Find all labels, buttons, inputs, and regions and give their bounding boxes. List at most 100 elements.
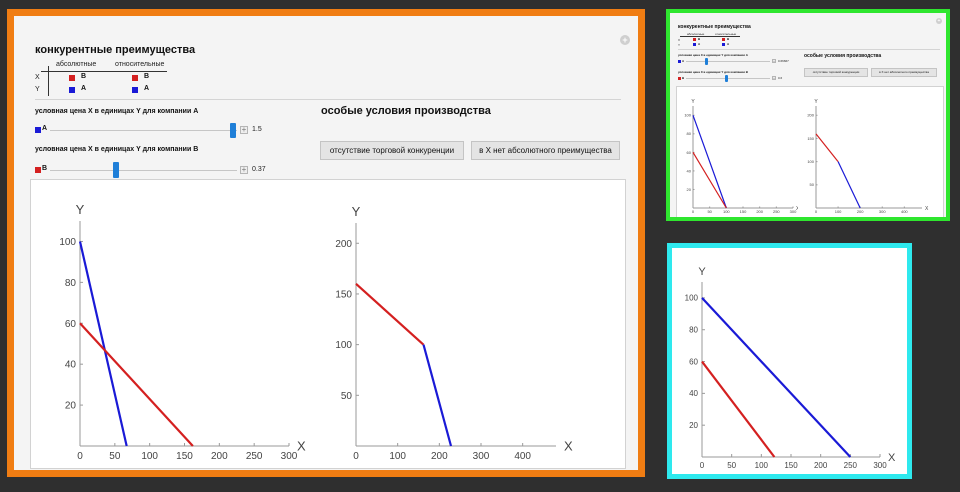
slider-a-value: 1.5	[252, 126, 262, 133]
y-tick-label: 50	[810, 182, 815, 187]
x-tick-label: 100	[723, 209, 730, 214]
x-axis-label: X	[297, 439, 306, 454]
x-tick-label: 300	[873, 461, 887, 470]
y-tick-label: 40	[687, 168, 692, 173]
plot-area	[30, 179, 626, 469]
red-series-line	[815, 133, 839, 163]
x-axis-label: X	[888, 452, 896, 464]
green-no-absolute-advantage-button[interactable]: в X нет абсолютного преимущества	[871, 68, 937, 77]
green-no-competition-button[interactable]: отсутствие торговой конкуренции	[804, 68, 868, 77]
y-tick-label: 100	[807, 159, 814, 164]
green-slider-a-label: условная цена X в единицах Y для компани…	[678, 53, 748, 57]
panel-options-plus-icon[interactable]: +	[620, 35, 630, 45]
green-panel-options-plus-icon[interactable]: +	[936, 18, 942, 24]
x-tick-label: 200	[814, 461, 828, 470]
x-tick-label: 0	[815, 209, 818, 214]
green-special-conditions-title: особые условия производства	[804, 53, 882, 59]
green-section-divider	[678, 49, 940, 50]
y-absolute-value: A	[81, 85, 87, 92]
y-tick-label: 80	[687, 131, 692, 136]
y-relative-swatch	[132, 87, 138, 93]
x-tick-label: 100	[755, 461, 769, 470]
table-row-y: Y	[35, 86, 40, 93]
slider-a-thumb[interactable]	[230, 123, 236, 138]
green-slider-b-thumb[interactable]	[725, 75, 728, 82]
y-tick-label: 200	[807, 113, 814, 118]
x-tick-label: 100	[389, 451, 406, 462]
advantages-title: конкурентные преимущества	[35, 44, 196, 56]
slider-a-track[interactable]	[50, 130, 237, 131]
green-slider-a-thumb[interactable]	[705, 58, 708, 65]
main-right-chart: 0 100 200 300 400 50 100 150 200 X Y	[335, 204, 573, 462]
x-tick-label: 300	[473, 451, 490, 462]
slider-b-track[interactable]	[50, 170, 237, 171]
green-slider-b-tag: B	[682, 76, 685, 80]
manipulate-panel-main: + конкурентные преимущества абсолютные о…	[7, 9, 645, 477]
x-axis-label: X	[925, 206, 929, 212]
slider-a-expand-button[interactable]: +	[240, 125, 248, 134]
special-conditions-title: особые условия производства	[321, 105, 491, 117]
slider-b-label: условная цена X в единицах Y для компани…	[35, 146, 199, 153]
section-divider	[35, 99, 621, 100]
x-tick-label: 100	[141, 451, 158, 462]
x-tick-label: 0	[353, 451, 359, 462]
red-series-line	[79, 322, 194, 447]
x-tick-label: 250	[844, 461, 858, 470]
slider-b-thumb[interactable]	[113, 162, 119, 178]
x-tick-label: 150	[784, 461, 798, 470]
table-header-line	[41, 71, 167, 72]
green-slider-b-swatch	[678, 77, 681, 80]
green-table-header-line	[680, 36, 740, 37]
green-slider-a-value: 0.66667	[778, 59, 789, 63]
y-tick-label: 80	[689, 326, 698, 335]
table-col-absolute: абсолютные	[56, 61, 97, 68]
zoomed-chart-panel: 0 50 100 150 200 250 300 20 40 60 80 100 X Y	[667, 243, 912, 479]
y-tick-label: 200	[335, 239, 352, 250]
y-axis-label: Y	[691, 99, 695, 105]
green-slider-b-value: 0.6	[778, 76, 783, 80]
red-series-line	[355, 283, 425, 346]
y-tick-label: 150	[807, 136, 814, 141]
green-y-absolute-swatch	[693, 43, 696, 46]
no-competition-button[interactable]: отсутствие торговой конкуренции	[320, 141, 464, 160]
slider-a-swatch	[35, 127, 41, 133]
red-series-line	[701, 360, 776, 458]
green-slider-a-expand-button[interactable]: +	[772, 59, 776, 63]
green-x-relative-value: B	[727, 37, 730, 41]
blue-series-line	[701, 297, 852, 458]
green-slider-a-track[interactable]	[686, 61, 770, 62]
green-y-relative-swatch	[722, 43, 725, 46]
slider-a-tag: A	[42, 125, 48, 132]
x-tick-label: 250	[246, 451, 263, 462]
green-table-row-y: Y	[678, 43, 681, 47]
y-tick-label: 100	[335, 340, 352, 351]
green-table-col-absolute: абсолютные	[687, 32, 705, 36]
green-slider-b-expand-button[interactable]: +	[772, 76, 776, 80]
blue-series-line	[78, 241, 128, 447]
green-slider-a-tag: A	[682, 59, 685, 63]
blue-series-line	[422, 344, 453, 447]
blue-series-line	[692, 115, 727, 209]
x-relative-value: B	[144, 73, 150, 80]
y-tick-label: 60	[65, 319, 77, 330]
x-axis-label: X	[564, 439, 573, 454]
cyan-chart: 0 50 100 150 200 250 300 20 40 60 80 100 X Y	[685, 266, 896, 470]
x-tick-label: 300	[790, 209, 797, 214]
green-slider-b-track[interactable]	[686, 78, 770, 79]
green-x-absolute-swatch	[693, 38, 696, 41]
y-tick-label: 60	[689, 357, 698, 366]
slider-a-label: условная цена X в единицах Y для компани…	[35, 108, 199, 115]
y-tick-label: 50	[341, 391, 353, 402]
x-tick-label: 150	[740, 209, 747, 214]
x-absolute-value: B	[81, 73, 87, 80]
x-tick-label: 300	[879, 209, 886, 214]
green-slider-b-label: условная цена X в единицах Y для компани…	[678, 70, 748, 74]
x-tick-label: 250	[773, 209, 780, 214]
table-col-relative: относительные	[115, 61, 165, 68]
slider-b-expand-button[interactable]: +	[240, 165, 248, 174]
x-tick-label: 200	[431, 451, 448, 462]
x-tick-label: 200	[756, 209, 763, 214]
y-tick-label: 40	[689, 389, 698, 398]
no-absolute-advantage-button[interactable]: в X нет абсолютного преимущества	[471, 141, 620, 160]
y-tick-label: 20	[65, 401, 77, 412]
